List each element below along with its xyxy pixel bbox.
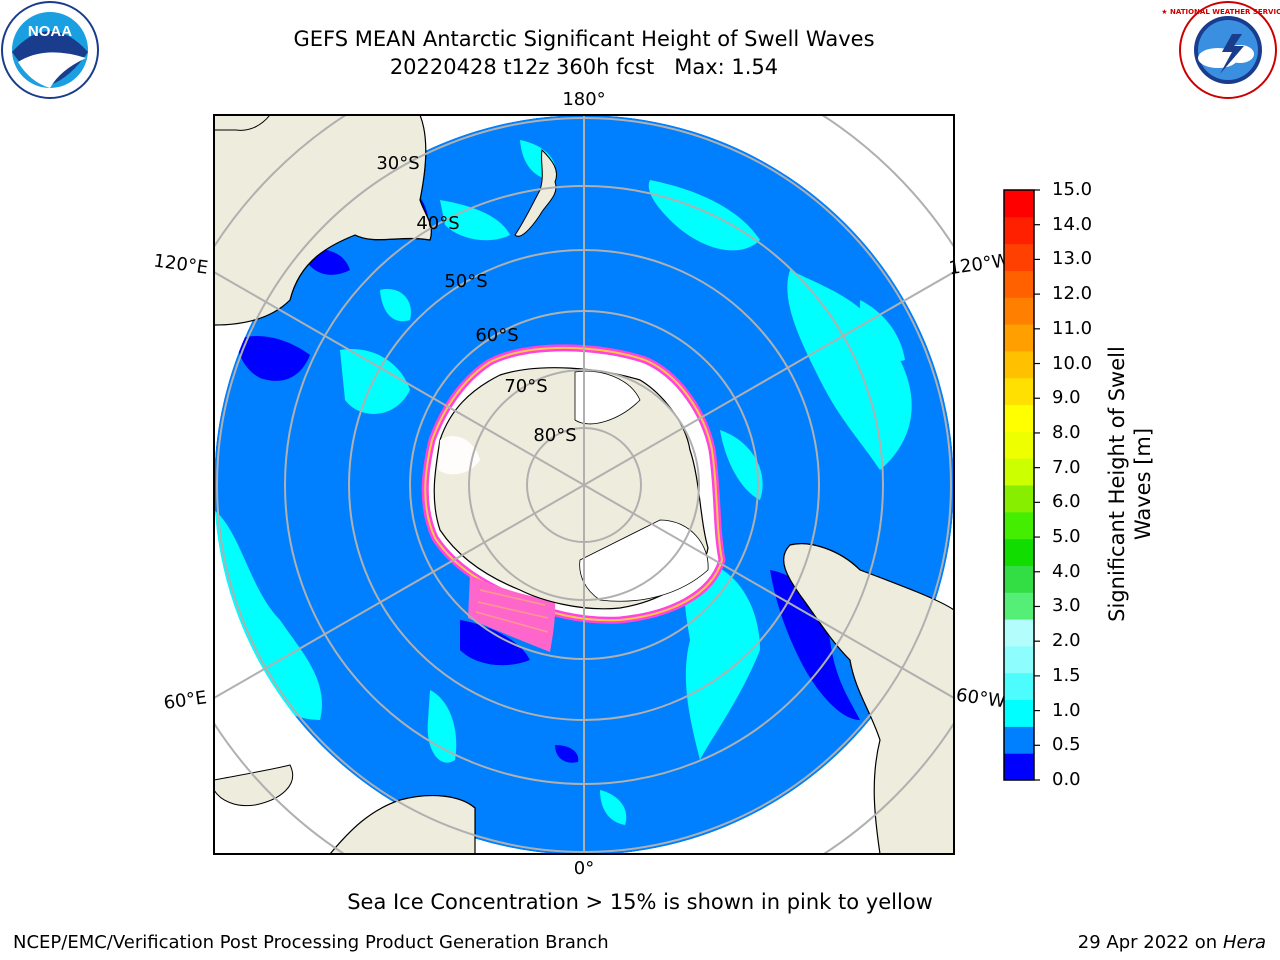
lat-label-80s: 80°S [533, 425, 576, 446]
colorbar-segment [1004, 645, 1034, 674]
colorbar [1003, 189, 1040, 781]
colorbar-segment [1004, 216, 1034, 245]
colorbar-tick-label: 8.0 [1052, 421, 1081, 443]
noaa-logo-text: NOAA [28, 23, 72, 40]
colorbar-segment [1004, 190, 1034, 218]
credit-host: Hera [1222, 932, 1266, 953]
colorbar-label: Significant Height of Swell Waves [m] [1104, 324, 1156, 644]
chart-subtitle: 20220428 t12z 360h fcst Max: 1.54 [389, 55, 779, 79]
colorbar-segment [1004, 324, 1034, 352]
sea-ice-footnote: Sea Ice Concentration > 15% is shown in … [347, 890, 933, 914]
colorbar-segment [1004, 753, 1034, 781]
colorbar-segment [1004, 297, 1034, 325]
colorbar-segment [1004, 699, 1034, 727]
colorbar-tick-label: 1.5 [1052, 664, 1081, 686]
colorbar-tick-label: 0.0 [1052, 769, 1081, 790]
colorbar-tick-label: 2.0 [1052, 630, 1081, 652]
colorbar-tick-label: 7.0 [1052, 456, 1081, 478]
colorbar-tick-label: 1.0 [1052, 699, 1081, 721]
lon-label-120e: 120°E [152, 250, 209, 278]
colorbar-tick-label: 0.5 [1052, 734, 1081, 756]
lat-label-60s: 60°S [475, 325, 518, 346]
colorbar-segment [1004, 350, 1034, 379]
colorbar-tick-label: 9.0 [1052, 387, 1081, 409]
map-frame [213, 114, 955, 855]
nws-ring-text: ★ NATIONAL WEATHER SERVICE ★ [1161, 8, 1280, 16]
chart-title: GEFS MEAN Antarctic Significant Height o… [293, 27, 875, 51]
colorbar-tick-label: 14.0 [1052, 213, 1093, 235]
colorbar-frame [1003, 189, 1035, 781]
colorbar-segment [1004, 431, 1034, 459]
colorbar-segment [1004, 243, 1034, 271]
colorbar-segment [1004, 565, 1034, 593]
colorbar-segment [1004, 538, 1034, 566]
colorbar-label-line1: Significant Height of Swell [1105, 346, 1129, 622]
colorbar-tick-label: 5.0 [1052, 526, 1081, 548]
colorbar-segment [1004, 672, 1034, 701]
credit-left: NCEP/EMC/Verification Post Processing Pr… [13, 932, 609, 953]
colorbar-tick-label: 15.0 [1052, 179, 1093, 200]
colorbar-segment [1004, 270, 1034, 298]
colorbar-tick-label: 13.0 [1052, 248, 1093, 270]
colorbar-label-line2: Waves [m] [1131, 427, 1155, 541]
colorbar-segment [1004, 619, 1034, 647]
lon-label-60e: 60°E [162, 687, 208, 714]
colorbar-tick-label: 3.0 [1052, 595, 1081, 617]
lon-label-0: 0° [574, 858, 594, 879]
credit-date: 29 Apr 2022 on [1077, 932, 1223, 953]
lat-label-50s: 50°S [444, 271, 487, 292]
swell-0-0.5m-patches [236, 185, 860, 763]
new-zealand-landmass [514, 148, 557, 237]
colorbar-tick-label: 12.0 [1052, 283, 1093, 305]
graticule [214, 115, 954, 854]
nws-logo: ★ NATIONAL WEATHER SERVICE ★ [1161, 1, 1280, 99]
latitude-labels: 30°S 40°S 50°S 60°S 70°S 80°S [376, 153, 576, 446]
colorbar-segment [1004, 592, 1034, 620]
colorbar-tick-label: 6.0 [1052, 491, 1081, 513]
lon-label-60w: 60°W [955, 685, 1007, 713]
ronne-ice-shelf [579, 519, 709, 602]
colorbar-tick-label: 10.0 [1052, 352, 1093, 374]
longitude-labels: 180° 0° 120°E 120°W 60°E 60°W [152, 89, 1011, 879]
colorbar-segment [1004, 377, 1034, 406]
colorbar-segment [1004, 458, 1034, 486]
map-panel [213, 114, 955, 855]
credit-right: 29 Apr 2022 on Hera [1078, 932, 1266, 953]
noaa-logo: NOAA [1, 1, 99, 99]
lat-label-70s: 70°S [504, 376, 547, 397]
colorbar-segment [1004, 511, 1034, 540]
colorbar-segment [1004, 726, 1034, 754]
colorbar-tick-label: 4.0 [1052, 560, 1081, 582]
colorbar-tick-label: 11.0 [1052, 317, 1093, 339]
colorbar-segment [1004, 485, 1034, 513]
lat-label-40s: 40°S [416, 213, 459, 234]
lon-label-120w: 120°W [947, 250, 1011, 279]
lon-label-180: 180° [562, 89, 605, 110]
colorbar-segment [1004, 404, 1034, 432]
lat-label-30s: 30°S [376, 153, 419, 174]
weddell-sea-ice [468, 575, 556, 652]
ross-ice-shelf [574, 370, 641, 425]
